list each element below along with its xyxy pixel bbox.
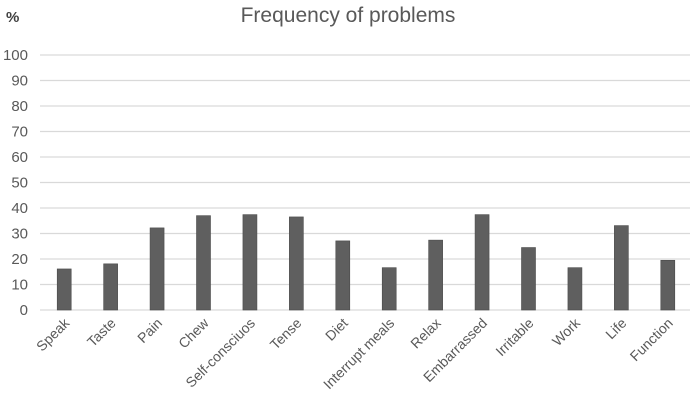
x-tick-label: Life: [602, 315, 629, 342]
y-tick-label: 100: [3, 47, 28, 64]
y-tick-label: 20: [11, 251, 28, 268]
x-tick-label: Relax: [407, 315, 444, 352]
bar-taste: [103, 263, 118, 311]
bar-function: [660, 259, 676, 311]
y-tick-label: 10: [11, 277, 28, 294]
x-tick-label: Chew: [175, 314, 212, 351]
y-tick-label: 60: [11, 149, 28, 166]
y-tick-label: 70: [11, 124, 28, 141]
y-tick-label: 30: [11, 226, 28, 243]
x-tick-label: Taste: [84, 315, 119, 350]
bar-life: [614, 225, 629, 311]
x-tick-label: Irritable: [492, 315, 536, 359]
y-tick-label: 40: [11, 200, 28, 217]
bar-work: [567, 267, 583, 311]
bar-irritable: [521, 247, 536, 311]
bar-self-consciuos: [242, 214, 258, 311]
x-tick-label: Function: [627, 315, 676, 364]
y-tick-label: 90: [11, 73, 28, 90]
bar-interrupt-meals: [381, 267, 397, 311]
y-axis-label: %: [6, 9, 19, 26]
bar-tense: [289, 216, 304, 311]
y-tick-label: 80: [11, 98, 28, 115]
bar-embarrassed: [474, 214, 490, 311]
chart-title: Frequency of problems: [241, 4, 456, 27]
bar-speak: [56, 268, 72, 311]
bar-chew: [196, 215, 211, 311]
bar-diet: [335, 240, 351, 311]
bar-relax: [428, 239, 443, 311]
x-tick-label: Pain: [134, 315, 165, 346]
y-tick-label: 50: [11, 175, 28, 192]
x-tick-label: Speak: [33, 314, 73, 354]
bar-pain: [149, 227, 165, 311]
x-tick-label: Tense: [267, 315, 305, 353]
x-tick-label: Diet: [322, 315, 351, 344]
x-tick-label: Work: [549, 314, 584, 349]
y-tick-label: 0: [20, 302, 28, 319]
